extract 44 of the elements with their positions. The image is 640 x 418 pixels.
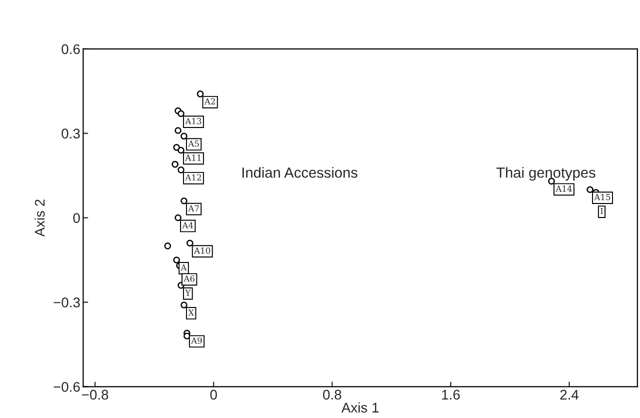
y-tick-label: −0.6 [54,382,80,392]
data-label: A4 [182,222,194,228]
y-tick-label: 0.6 [62,44,80,54]
point [174,127,182,134]
point [184,332,190,340]
x-tick-label: −0.8 [82,390,108,400]
point [178,146,184,154]
point [186,240,194,247]
data-label: A10 [194,247,210,254]
data-label: A5 [188,140,199,147]
x-tick-label: 1.6 [442,390,460,400]
data-label: A12 [185,174,201,180]
data-label: X [188,309,194,316]
data-label: A2 [204,98,215,104]
x-tick-label: 0.8 [323,390,342,400]
data-label: A9 [191,337,202,344]
x-axis-title: Axis 1 [341,402,379,413]
data-label: Y [185,290,191,296]
point [586,186,594,194]
point [178,110,184,118]
y-tick-label: 0.3 [62,128,80,139]
y-tick-label: −0.3 [54,298,80,308]
point [172,160,178,168]
data-label: A14 [556,186,572,192]
point [196,90,204,98]
y-tick-label: 0 [73,213,80,223]
data-label: I [600,208,603,214]
data-label: A6 [184,275,194,282]
annotation: Indian Accessions [242,167,358,178]
point [174,214,182,222]
annotation: Thai genotypes [496,167,596,181]
point [180,197,188,204]
y-axis-title: Axis 2 [34,200,45,237]
point [180,302,188,308]
data-label: A7 [188,205,199,212]
x-tick-label: 2.4 [560,390,579,400]
point [178,166,184,174]
data-label: A13 [185,118,202,124]
point [164,242,172,250]
data-label: A11 [185,154,201,161]
data-label: A15 [594,194,610,200]
point [180,132,188,140]
x-tick-label: 0 [210,390,217,400]
point [173,256,180,264]
